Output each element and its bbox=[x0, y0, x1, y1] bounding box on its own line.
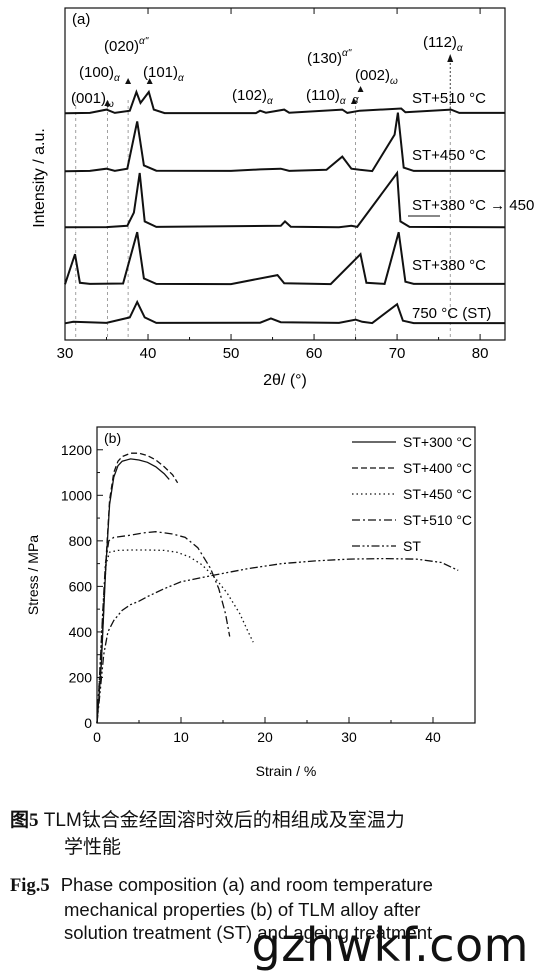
peak-label: (130)α" bbox=[307, 48, 352, 67]
peak-label: (112)α bbox=[423, 34, 463, 54]
peak-phase-subscript: α bbox=[267, 96, 273, 107]
peak-phase-subscript: α bbox=[340, 96, 346, 107]
y-tick-label: 0 bbox=[84, 715, 92, 731]
peak-miller-index: (130) bbox=[307, 50, 342, 67]
peak-marker bbox=[357, 86, 364, 92]
plot-frame bbox=[96, 426, 476, 724]
x-tick-label: 20 bbox=[257, 729, 273, 745]
alpha-marker-label: α bbox=[352, 94, 359, 106]
peak-phase-subscript: α" bbox=[139, 36, 149, 47]
peak-miller-index: (002) bbox=[355, 67, 390, 84]
series-label: ST+450 °C bbox=[412, 147, 486, 164]
peak-marker bbox=[125, 78, 132, 84]
y-axis-label: Stress / MPa bbox=[25, 535, 41, 615]
figure-caption-english: Fig.5 Phase composition (a) and room tem… bbox=[10, 873, 530, 944]
legend-label: ST bbox=[403, 538, 421, 554]
y-tick-label: 1000 bbox=[61, 487, 92, 503]
x-tick-label: 30 bbox=[341, 729, 357, 745]
x-tick-label: 30 bbox=[57, 345, 74, 362]
caption-en-line2: mechanical properties (b) of TLM alloy a… bbox=[64, 899, 421, 920]
peak-label: (001)ω bbox=[71, 90, 114, 110]
series-label: ST+510 °C bbox=[412, 90, 486, 107]
legend-label: ST+300 °C bbox=[403, 434, 472, 450]
watermark-text: gzhwkf.com bbox=[251, 918, 529, 972]
peak-label: (020)α" bbox=[104, 36, 149, 55]
peak-miller-index: (100) bbox=[79, 64, 114, 81]
xrd-trace bbox=[64, 112, 505, 173]
y-tick-label: 600 bbox=[69, 578, 93, 594]
y-tick-label: 800 bbox=[69, 533, 93, 549]
peak-marker bbox=[104, 100, 111, 106]
peak-label: (002)ω bbox=[355, 67, 398, 87]
x-axis-label: Strain / % bbox=[256, 763, 317, 779]
plot-frame bbox=[64, 7, 506, 341]
x-tick-label: 60 bbox=[306, 345, 323, 362]
y-tick-label: 200 bbox=[69, 669, 93, 685]
series-label: 750 °C (ST) bbox=[412, 305, 491, 322]
peak-phase-subscript: α" bbox=[342, 48, 352, 59]
xrd-trace bbox=[64, 89, 505, 115]
panel-label: (b) bbox=[104, 430, 121, 446]
x-tick-label: 70 bbox=[389, 345, 406, 362]
y-tick-label: 400 bbox=[69, 624, 93, 640]
xrd-trace bbox=[64, 299, 505, 325]
stress-strain-curve bbox=[96, 531, 231, 724]
y-tick-label: 1200 bbox=[61, 442, 92, 458]
peak-miller-index: (102) bbox=[232, 87, 267, 104]
peak-marker bbox=[146, 78, 153, 84]
peak-miller-index: (020) bbox=[104, 38, 139, 55]
stress-strain-curve bbox=[96, 549, 254, 724]
x-tick-label: 80 bbox=[472, 345, 489, 362]
x-tick-label: 0 bbox=[93, 729, 101, 745]
peak-phase-subscript: α bbox=[178, 73, 184, 84]
series-label: ST+380 °C → 450 °C bbox=[412, 197, 535, 214]
peak-label: (101)α bbox=[143, 64, 184, 84]
peak-label: (102)α bbox=[232, 87, 273, 107]
series-label: ST+380 °C bbox=[412, 257, 486, 274]
legend-label: ST+400 °C bbox=[403, 460, 472, 476]
peak-miller-index: (001) bbox=[71, 90, 106, 107]
caption-cn-text: TLM钛合金经固溶时效后的相组成及室温力 bbox=[43, 810, 405, 831]
x-axis-label: 2θ/ (°) bbox=[263, 372, 307, 389]
xrd-chart: 30 40 50 60 70 80 2θ/ (°) Intensity / a.u. (a) ST… bbox=[31, 7, 535, 389]
caption-cn-number: 图5 bbox=[10, 810, 39, 831]
x-tick-label: 40 bbox=[140, 345, 157, 362]
x-tick-label: 50 bbox=[223, 345, 240, 362]
xrd-trace bbox=[64, 231, 505, 286]
peak-marker bbox=[350, 98, 357, 104]
peak-miller-index: (101) bbox=[143, 64, 178, 81]
y-axis-label: Intensity / a.u. bbox=[31, 128, 48, 228]
peak-miller-index: (110) bbox=[306, 87, 340, 104]
caption-cn-text-2: 学性能 bbox=[64, 837, 122, 858]
caption-en-line3: solution treatment (ST) and ageing treat… bbox=[64, 922, 433, 943]
peak-phase-subscript: ω bbox=[106, 99, 114, 110]
peak-phase-subscript: α bbox=[114, 73, 120, 84]
panel-label: (a) bbox=[72, 11, 90, 28]
stress-strain-curve bbox=[96, 557, 459, 724]
legend-label: ST+450 °C bbox=[403, 486, 472, 502]
xrd-trace bbox=[64, 170, 506, 229]
peak-phase-subscript: α bbox=[457, 43, 463, 54]
figure-caption-chinese: 图5 TLM钛合金经固溶时效后的相组成及室温力 学性能 bbox=[10, 807, 530, 861]
caption-en-line1: Phase composition (a) and room temperatu… bbox=[60, 874, 433, 895]
peak-arrow-head bbox=[447, 54, 454, 62]
peak-label: (100)α bbox=[79, 64, 120, 84]
caption-en-number: Fig.5 bbox=[10, 876, 50, 896]
peak-phase-subscript: ω bbox=[390, 76, 398, 87]
peak-label: (110)α bbox=[306, 87, 346, 107]
legend-label: ST+510 °C bbox=[403, 512, 472, 528]
x-tick-label: 40 bbox=[425, 729, 441, 745]
x-tick-label: 10 bbox=[173, 729, 189, 745]
peak-miller-index: (112) bbox=[423, 34, 457, 51]
